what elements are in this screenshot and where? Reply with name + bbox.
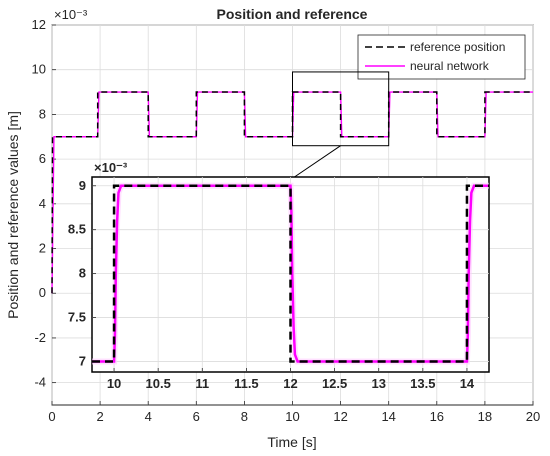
x-tick-label: 16 [430, 409, 444, 424]
x-tick-label: 4 [145, 409, 152, 424]
x-tick-label: 11.5 [234, 376, 259, 391]
x-tick-label: 6 [193, 409, 200, 424]
zoom-connector-line [294, 145, 341, 178]
y-tick-label: 12 [32, 17, 46, 32]
y-tick-label: -4 [34, 375, 46, 390]
y-tick-label: 10 [32, 62, 46, 77]
x-tick-label: 11 [195, 376, 209, 391]
y-tick-label: 8 [39, 106, 46, 121]
inset-tick-labels: 10 10.5 11 11.5 12 12.5 13 13.5 14 7 7.5 8 8.5 9 [68, 178, 475, 391]
x-tick-label: 10.5 [146, 376, 171, 391]
x-tick-label: 13 [371, 376, 385, 391]
x-tick-label: 18 [478, 409, 492, 424]
y-tick-label: 0 [39, 285, 46, 300]
x-tick-label: 0 [48, 409, 55, 424]
legend-label-reference: reference position [410, 40, 505, 54]
legend-label-neural-network: neural network [410, 59, 490, 73]
x-tick-label: 12 [283, 376, 297, 391]
x-tick-label: 14 [381, 409, 395, 424]
y-tick-label: 4 [39, 196, 46, 211]
y-tick-label: 2 [39, 241, 46, 256]
main-exponent-label: ×10⁻³ [54, 7, 88, 22]
y-tick-label: 7.5 [68, 310, 86, 325]
y-tick-label: 8 [79, 266, 86, 281]
y-tick-label: 8.5 [68, 222, 86, 237]
chart-title: Position and reference [217, 6, 368, 22]
x-tick-label: 10 [285, 409, 299, 424]
y-tick-label: 7 [79, 353, 86, 368]
neural-network-line [92, 184, 489, 363]
x-tick-label: 2 [96, 409, 103, 424]
x-tick-label: 20 [526, 409, 540, 424]
x-tick-label: 8 [241, 409, 248, 424]
y-tick-label: 9 [79, 178, 86, 193]
zoom-indicator [292, 71, 390, 178]
inset-series [92, 182, 489, 365]
x-tick-label: 13.5 [410, 376, 435, 391]
x-tick-label: 12 [333, 409, 347, 424]
main-tick-labels: 0 2 4 6 8 10 12 14 16 18 20 -4 -2 0 2 4 6 8 10 12 [32, 17, 541, 424]
inset-chart: 10 10.5 11 11.5 12 12.5 13 13.5 14 7 7.5 8 8.5 9 ×10⁻… [68, 160, 490, 391]
y-tick-label: 6 [39, 151, 46, 166]
reference-position-line [92, 184, 489, 363]
x-axis-label: Time [s] [267, 434, 316, 450]
x-tick-label: 10 [107, 376, 121, 391]
inset-exponent-label: ×10⁻³ [94, 160, 128, 175]
y-axis-label: Position and reference values [m] [5, 111, 21, 319]
y-tick-label: -2 [34, 330, 46, 345]
x-tick-label: 12.5 [322, 376, 347, 391]
x-tick-label: 14 [460, 376, 475, 391]
